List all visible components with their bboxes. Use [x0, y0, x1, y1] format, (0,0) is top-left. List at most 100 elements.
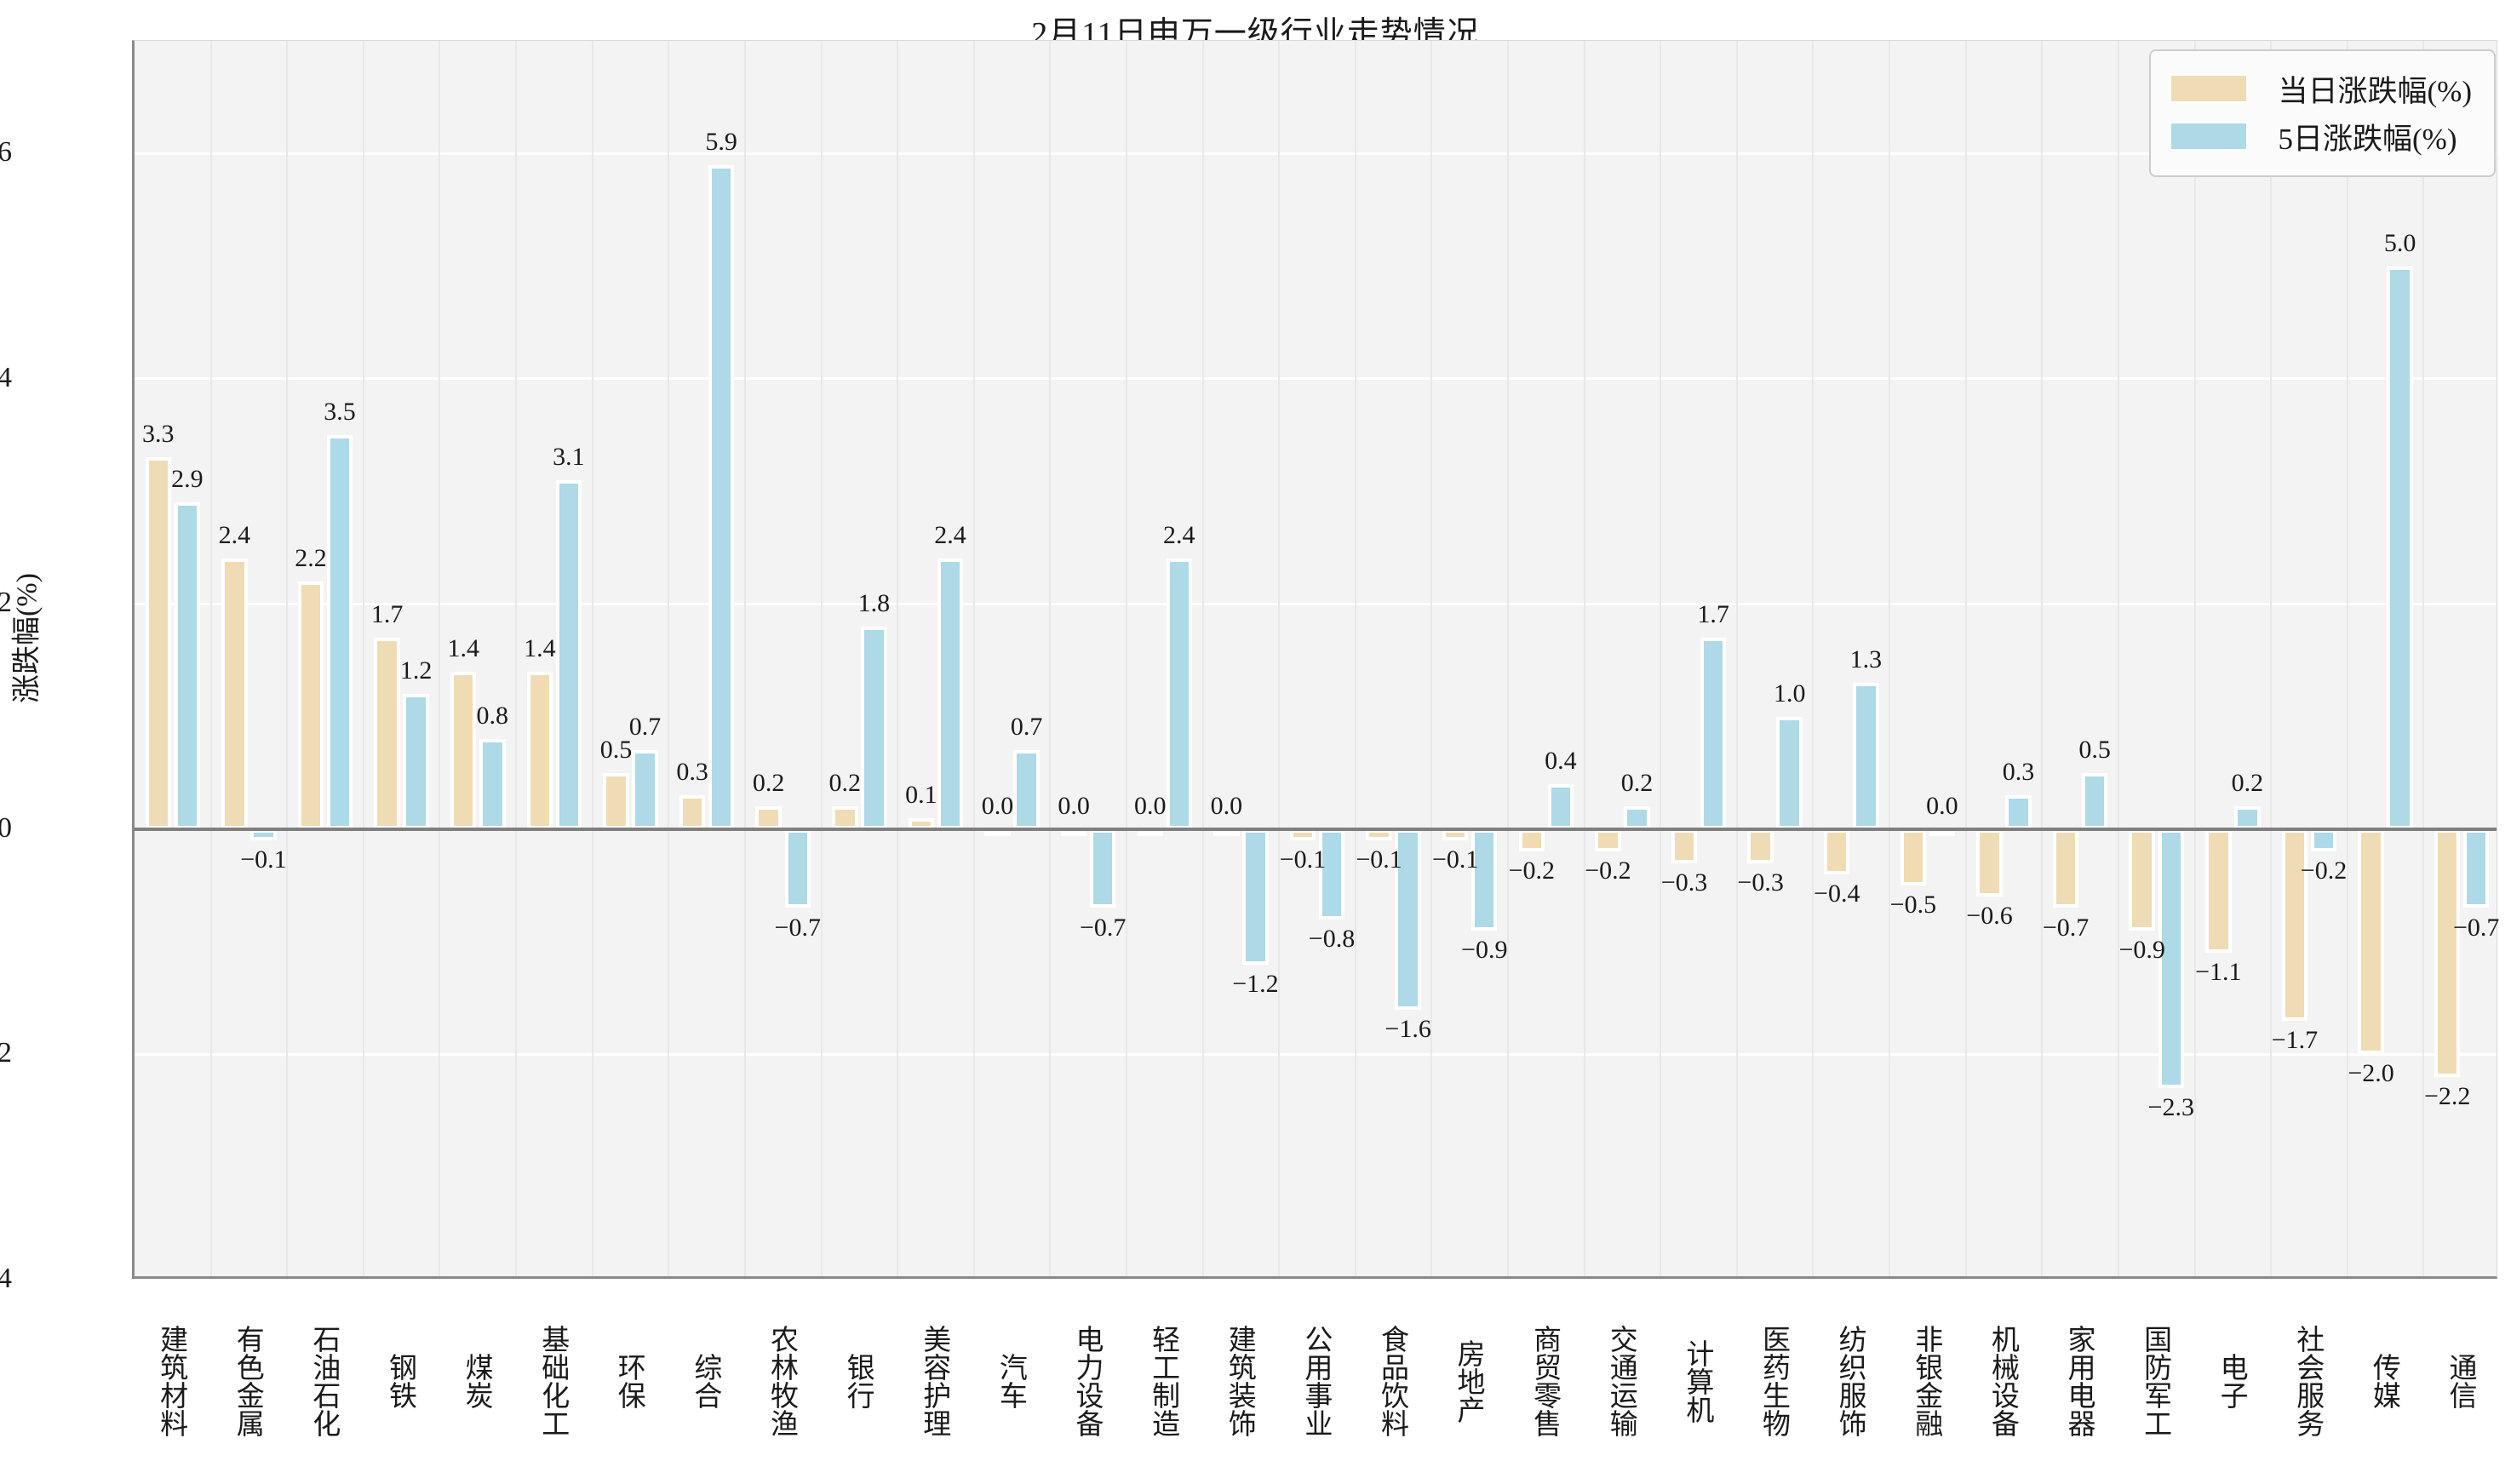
bar[interactable] [755, 806, 782, 829]
bar[interactable] [1166, 559, 1193, 829]
x-tick-label: 交通运输 [1605, 1325, 1637, 1437]
bar[interactable] [1242, 828, 1269, 965]
bar[interactable] [1776, 716, 1803, 829]
bar[interactable] [603, 772, 629, 829]
bar-value-label: 2.4 [218, 521, 251, 550]
grid-line-vertical [362, 41, 364, 1276]
bar[interactable] [526, 671, 553, 829]
bar[interactable] [1471, 828, 1498, 931]
bar[interactable] [2281, 828, 2308, 1021]
bar-value-label: −1.2 [1232, 969, 1279, 998]
x-tick-label: 医药生物 [1757, 1325, 1789, 1437]
bar-value-label: −0.7 [774, 913, 821, 942]
bar[interactable] [174, 502, 201, 829]
grid-line-vertical [972, 41, 975, 1276]
grid-line-vertical [1583, 41, 1585, 1276]
bar[interactable] [2234, 806, 2261, 829]
grid-line [135, 1278, 2497, 1281]
bar-value-label: −0.7 [2453, 913, 2500, 942]
bar[interactable] [1824, 828, 1850, 874]
grid-line [135, 602, 2497, 605]
grid-line-vertical [2346, 41, 2348, 1276]
bar[interactable] [250, 828, 277, 841]
bar[interactable] [1060, 828, 1087, 836]
bar-value-label: −0.9 [2118, 935, 2165, 964]
bar[interactable] [1442, 828, 1469, 841]
legend-item-label: 当日涨跌幅(%) [2278, 74, 2472, 108]
bar-value-label: 5.0 [2383, 228, 2416, 257]
bar[interactable] [2358, 828, 2384, 1055]
bar[interactable] [1213, 828, 1240, 836]
legend-item-1[interactable]: 5日涨跌幅(%) [2169, 112, 2472, 160]
bar-value-label: −0.4 [1814, 879, 1860, 908]
bar-value-label: 0.0 [1210, 791, 1243, 820]
bar[interactable] [1700, 638, 1727, 829]
bar[interactable] [1929, 828, 1956, 836]
bar[interactable] [2052, 828, 2079, 908]
bar[interactable] [908, 817, 935, 829]
bar[interactable] [937, 559, 964, 829]
legend-swatch-icon [2169, 74, 2248, 103]
bar[interactable] [832, 806, 858, 829]
bar[interactable] [784, 828, 811, 908]
bar-value-label: −0.1 [240, 845, 287, 874]
bar[interactable] [1518, 828, 1545, 852]
bar[interactable] [374, 638, 400, 829]
x-tick-label: 食品饮料 [1376, 1325, 1407, 1437]
bar[interactable] [2310, 828, 2337, 852]
bar-value-label: 1.3 [1849, 645, 1883, 673]
bar[interactable] [1547, 784, 1574, 829]
bar[interactable] [1289, 828, 1316, 841]
bar[interactable] [221, 559, 248, 829]
bar[interactable] [450, 671, 477, 829]
bar[interactable] [2081, 772, 2108, 829]
bar[interactable] [708, 164, 735, 829]
bar[interactable] [2387, 266, 2413, 829]
bar-value-label: −0.3 [1737, 868, 1784, 897]
bar[interactable] [984, 828, 1011, 836]
bar[interactable] [2205, 828, 2232, 954]
grid-line-vertical [1507, 41, 1510, 1276]
bar-value-label: 1.7 [370, 600, 404, 629]
x-tick-label: 农林牧渔 [765, 1325, 797, 1437]
bar[interactable] [1671, 828, 1698, 863]
bar[interactable] [1747, 828, 1774, 863]
x-tick-label: 电力设备 [1070, 1325, 1102, 1437]
bar[interactable] [145, 457, 171, 829]
bar[interactable] [1595, 828, 1621, 852]
bar[interactable] [297, 581, 324, 829]
x-tick-label: 石油石化 [307, 1325, 339, 1437]
bar-value-label: 0.0 [1926, 791, 1958, 820]
bar-value-label: −0.1 [1431, 845, 1479, 874]
bar-value-label: 2.4 [1163, 521, 1195, 550]
bar[interactable] [1137, 828, 1163, 836]
bar[interactable] [861, 626, 887, 829]
x-tick-label: 计算机 [1681, 1338, 1712, 1424]
bar[interactable] [1089, 828, 1116, 908]
bar[interactable] [2462, 828, 2490, 908]
bar-value-label: 0.3 [676, 758, 708, 787]
bar[interactable] [2434, 828, 2461, 1077]
y-tick-label: 2 [0, 587, 12, 619]
bar[interactable] [479, 739, 506, 829]
bar[interactable] [1366, 828, 1392, 841]
bar[interactable] [1976, 828, 2003, 897]
bar[interactable] [1624, 806, 1650, 829]
grid-line [135, 1052, 2497, 1056]
bar[interactable] [632, 750, 658, 829]
bar[interactable] [326, 434, 353, 829]
bar-value-label: 5.9 [705, 127, 737, 156]
bar[interactable] [1900, 828, 1927, 886]
bar[interactable] [403, 694, 429, 829]
bar[interactable] [2005, 795, 2032, 829]
chart-legend[interactable]: 当日涨跌幅(%) 5日涨跌幅(%) [2148, 49, 2496, 177]
bar-value-label: 0.8 [476, 702, 509, 731]
bar[interactable] [679, 795, 706, 829]
bar[interactable] [555, 479, 582, 829]
grid-line-vertical [1125, 41, 1127, 1276]
legend-item-0[interactable]: 当日涨跌幅(%) [2169, 65, 2472, 112]
bar[interactable] [2158, 828, 2184, 1089]
bar[interactable] [1853, 682, 1879, 829]
bar[interactable] [2129, 828, 2155, 931]
bar[interactable] [1013, 750, 1040, 829]
